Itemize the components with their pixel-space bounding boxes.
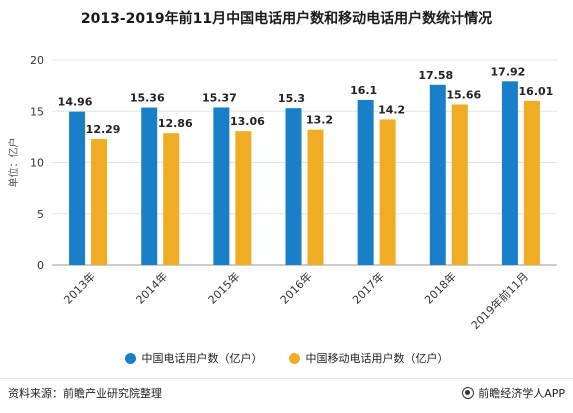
- brand-name: 前瞻经济学人APP: [478, 387, 565, 400]
- bar-series-1: [357, 99, 374, 265]
- data-label-series-2: 15.66: [446, 88, 481, 101]
- footer-divider: [0, 378, 573, 379]
- x-tick-label: 2019年前11月: [468, 269, 531, 332]
- y-tick-label: 0: [37, 259, 44, 272]
- x-tick-label: 2018年: [421, 269, 458, 306]
- bar-series-2: [163, 133, 180, 265]
- x-tick-label: 2015年: [205, 269, 242, 306]
- legend-item-series-1: 中国电话用户数（亿户）: [124, 350, 263, 366]
- legend-label-series-2: 中国移动电话用户数（亿户）: [305, 352, 449, 365]
- bar-series-2: [379, 119, 396, 265]
- bar-series-1: [501, 81, 518, 265]
- x-tick-label: 2016年: [277, 269, 314, 306]
- data-label-series-2: 16.01: [519, 85, 554, 98]
- legend-label-series-1: 中国电话用户数（亿户）: [141, 352, 263, 365]
- data-label-series-1: 15.37: [202, 91, 237, 104]
- brand-label: 前瞻经济学人APP: [462, 385, 565, 401]
- source-note: 资料来源：前瞻产业研究院整理: [8, 387, 162, 400]
- bar-series-2: [307, 129, 324, 265]
- data-label-series-2: 13.2: [306, 114, 333, 127]
- legend-swatch-series-1: [124, 352, 136, 364]
- bar-series-1: [213, 107, 230, 266]
- data-label-series-2: 14.2: [378, 103, 405, 116]
- bar-series-1: [429, 84, 446, 266]
- data-label-series-2: 13.06: [230, 115, 265, 128]
- y-tick-label: 10: [30, 157, 44, 170]
- data-label-series-1: 17.58: [418, 69, 453, 82]
- y-tick-label: 15: [30, 105, 44, 118]
- bar-series-2: [523, 100, 540, 266]
- bar-series-2: [235, 131, 252, 265]
- bar-series-1: [69, 111, 86, 265]
- y-tick-label: 5: [37, 208, 44, 221]
- x-tick-label: 2014年: [133, 269, 170, 306]
- x-tick-label: 2017年: [349, 269, 386, 306]
- data-label-series-1: 15.36: [130, 92, 165, 105]
- data-label-series-2: 12.86: [158, 117, 193, 130]
- legend: 中国电话用户数（亿户） 中国移动电话用户数（亿户）: [0, 350, 573, 366]
- bar-series-1: [141, 107, 158, 265]
- bar-series-1: [285, 108, 302, 265]
- bar-series-2: [91, 139, 108, 265]
- x-tick-label: 2013年: [61, 269, 98, 306]
- y-axis-label: 单位：亿户: [7, 138, 20, 188]
- data-label-series-1: 14.96: [58, 96, 93, 109]
- legend-swatch-series-2: [288, 352, 300, 364]
- legend-item-series-2: 中国移动电话用户数（亿户）: [288, 350, 449, 366]
- data-label-series-2: 12.29: [86, 123, 121, 136]
- chart-title: 2013-2019年前11月中国电话用户数和移动电话用户数统计情况: [80, 11, 493, 27]
- y-tick-label: 20: [30, 54, 44, 67]
- data-label-series-1: 15.3: [278, 92, 305, 105]
- brand-logo-icon: [462, 387, 475, 399]
- bar-series-2: [451, 104, 468, 265]
- data-label-series-1: 17.92: [491, 65, 526, 78]
- data-label-series-1: 16.1: [350, 84, 377, 97]
